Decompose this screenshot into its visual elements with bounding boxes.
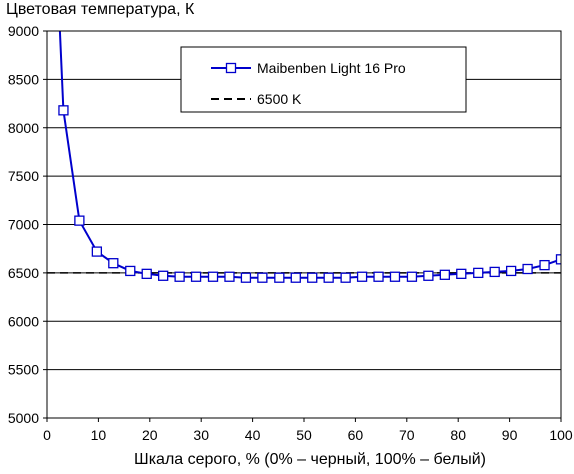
y-tick-label: 5500 bbox=[8, 362, 39, 378]
data-point bbox=[555, 254, 561, 265]
legend-label: Maibenben Light 16 Pro bbox=[257, 60, 406, 76]
x-tick-label: 30 bbox=[193, 427, 209, 443]
x-tick-label: 100 bbox=[549, 427, 573, 443]
x-tick-label: 10 bbox=[91, 427, 107, 443]
axes: 5000 5500 6000 6500 7000 7500 8000 8500 9000 0 10 2… bbox=[8, 23, 573, 443]
data-point bbox=[307, 272, 318, 283]
y-tick-label: 7500 bbox=[8, 168, 39, 184]
data-point bbox=[389, 271, 401, 282]
y-tick-label: 6500 bbox=[8, 265, 39, 281]
data-point bbox=[207, 271, 219, 282]
y-tick-label: 9000 bbox=[8, 23, 39, 39]
data-point bbox=[456, 268, 467, 279]
data-point bbox=[473, 267, 484, 279]
data-point bbox=[423, 270, 434, 281]
legend-marker bbox=[225, 62, 237, 74]
data-point bbox=[274, 272, 285, 283]
series-lines bbox=[47, 31, 561, 283]
data-point bbox=[373, 271, 384, 282]
y-tick-label: 6000 bbox=[8, 313, 39, 329]
data-point bbox=[539, 259, 550, 271]
data-point bbox=[190, 271, 202, 282]
data-point bbox=[356, 271, 368, 282]
data-point bbox=[125, 265, 136, 277]
data-point bbox=[290, 272, 301, 283]
data-point bbox=[406, 271, 418, 282]
x-tick-label: 60 bbox=[348, 427, 364, 443]
x-tick-label: 70 bbox=[399, 427, 415, 443]
y-tick-label: 5000 bbox=[8, 410, 39, 426]
data-point bbox=[505, 265, 517, 277]
x-tick-label: 20 bbox=[142, 427, 158, 443]
data-point bbox=[439, 269, 450, 280]
x-tick-label: 0 bbox=[43, 427, 51, 443]
legend-items: Maibenben Light 16 Pro 6500 K bbox=[211, 60, 406, 107]
data-point bbox=[91, 246, 103, 257]
legend-label: 6500 K bbox=[257, 91, 302, 107]
legend: Maibenben Light 16 Pro 6500 K bbox=[180, 46, 467, 113]
data-point bbox=[224, 271, 235, 282]
data-point bbox=[257, 272, 268, 283]
data-point bbox=[108, 258, 119, 269]
x-tick-label: 40 bbox=[245, 427, 261, 443]
x-tick-label: 50 bbox=[296, 427, 312, 443]
y-tick-label: 8000 bbox=[8, 120, 39, 136]
data-point bbox=[489, 266, 500, 278]
data-point bbox=[340, 272, 351, 283]
data-point bbox=[323, 272, 334, 283]
data-point bbox=[174, 271, 185, 282]
data-point bbox=[74, 215, 85, 226]
y-tick-label: 7000 bbox=[8, 217, 39, 233]
x-tick-label: 90 bbox=[502, 427, 518, 443]
x-tick-label: 80 bbox=[450, 427, 466, 443]
x-axis-label: Шкала серого, % (0% – черный, 100% – бел… bbox=[134, 451, 486, 468]
data-point bbox=[522, 263, 533, 275]
y-axis-label: Цветовая температура, К bbox=[6, 1, 195, 18]
y-tick-label: 8500 bbox=[8, 71, 39, 87]
data-point bbox=[141, 268, 152, 279]
data-point bbox=[240, 272, 252, 283]
legend-box bbox=[180, 46, 467, 113]
data-point bbox=[158, 270, 169, 281]
data-point bbox=[58, 105, 69, 116]
